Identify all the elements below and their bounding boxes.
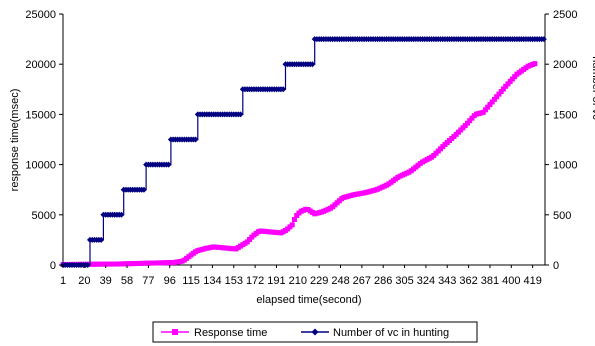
y-tick-label: 25000 (25, 9, 56, 21)
vc-hunting-point (309, 61, 316, 68)
response-time-point (291, 216, 297, 222)
vc-hunting-point (118, 211, 125, 218)
x-tick-label: 381 (481, 275, 499, 287)
plot-area (62, 14, 546, 266)
response-time-point (491, 96, 497, 102)
x-tick-label: 267 (353, 275, 371, 287)
y-tick-label: 0 (50, 260, 56, 272)
response-time-point (487, 102, 493, 108)
x-tick-label: 172 (246, 275, 264, 287)
vc-hunting-point (98, 236, 105, 243)
y2-tick-label: 0 (553, 260, 559, 272)
legend-label: Number of vc in hunting (333, 327, 449, 339)
y-tick-label: 15000 (25, 109, 56, 121)
response-time-point (500, 86, 506, 92)
y-tick-label: 5000 (32, 210, 56, 222)
response-time-point (289, 222, 295, 228)
legend-label: Response time (194, 327, 267, 339)
response-time-point (485, 104, 491, 110)
vc-hunting-line (63, 38, 544, 266)
y-tick-label: 10000 (25, 160, 56, 172)
x-tick-label: 77 (142, 275, 154, 287)
response-time-point (496, 91, 502, 97)
x-tick-label: 210 (289, 275, 307, 287)
x-tick-label: 58 (121, 275, 133, 287)
response-time-point (489, 99, 495, 105)
y2-tick-label: 2000 (553, 59, 577, 71)
response-time-point (482, 107, 488, 113)
x-tick-label: 419 (523, 275, 541, 287)
vc-hunting-point (280, 86, 287, 93)
y2-tick-label: 1500 (553, 109, 577, 121)
vc-hunting-point (192, 136, 199, 143)
response-time-point (532, 61, 538, 67)
x-tick-label: 248 (331, 275, 349, 287)
y-axis-title: response time(msec) (9, 89, 21, 192)
legend-swatch-marker (311, 328, 319, 336)
x-axis-title: elapsed time(second) (256, 294, 361, 306)
vc-hunting-point (84, 262, 91, 268)
response-time-line (63, 63, 536, 266)
x-tick-label: 305 (395, 275, 413, 287)
x-tick-label: 191 (267, 275, 285, 287)
x-tick-label: 134 (203, 275, 221, 287)
x-tick-label: 153 (225, 275, 243, 287)
vc-hunting-point (140, 186, 147, 193)
x-tick-label: 400 (502, 275, 520, 287)
x-tick-label: 1 (60, 275, 66, 287)
y2-axis-title: number of vc (590, 56, 595, 120)
x-tick-label: 96 (164, 275, 176, 287)
x-tick-label: 286 (374, 275, 392, 287)
response-time-point (467, 118, 473, 124)
response-time-point (494, 94, 500, 100)
series-layer (60, 36, 547, 268)
response-time-point (480, 109, 486, 115)
x-tick-label: 324 (417, 275, 435, 287)
y2-tick-label: 500 (553, 210, 571, 222)
response-time-point (498, 89, 504, 95)
x-tick-label: 115 (182, 275, 200, 287)
legend: Response time Number of vc in hunting (152, 321, 478, 343)
x-tick-label: 39 (100, 275, 112, 287)
vc-hunting-point (540, 36, 547, 43)
x-tick-label: 343 (438, 275, 456, 287)
legend-swatch-marker (172, 329, 178, 335)
x-tick-label: 229 (310, 275, 328, 287)
y-tick-label: 20000 (25, 59, 56, 71)
vc-hunting-point (165, 161, 172, 168)
y2-tick-label: 2500 (553, 9, 577, 21)
y2-tick-label: 1000 (553, 160, 577, 172)
x-tick-label: 20 (78, 275, 90, 287)
response-time-point (464, 120, 470, 126)
vc-hunting-point (237, 111, 244, 118)
x-tick-label: 362 (459, 275, 477, 287)
response-time-point (469, 115, 475, 121)
response-time-point (294, 213, 300, 219)
axis-layer: 0 5000 10000 15000 20000 25000 0 500 1000 1500 200… (9, 9, 595, 306)
